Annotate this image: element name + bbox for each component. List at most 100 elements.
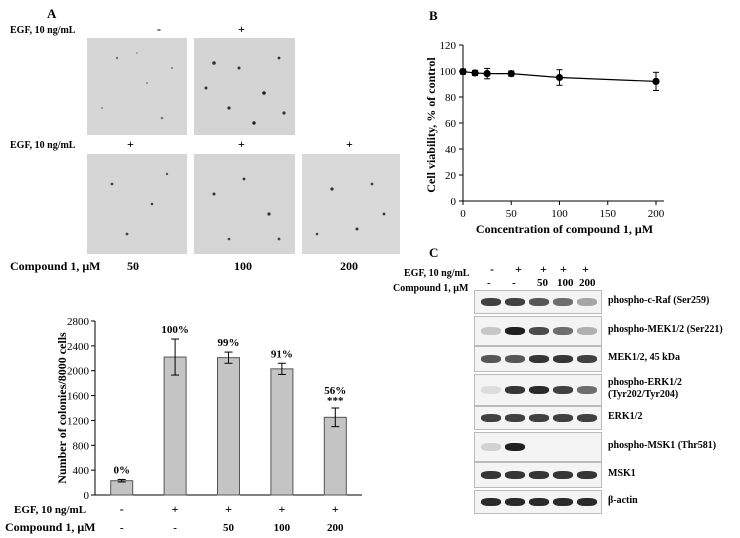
egf-sign: + bbox=[225, 502, 232, 516]
micrograph-compound-200 bbox=[302, 154, 400, 254]
wb-compound-value: 50 bbox=[537, 277, 548, 289]
blot-band bbox=[529, 327, 549, 335]
wb-row-label: β-actin bbox=[608, 495, 638, 506]
line-chart: 0 20 40 60 80 100 120 0 50 100 150 200 Cell viabilit… bbox=[424, 40, 665, 236]
blot-band bbox=[577, 414, 597, 422]
bar bbox=[323, 416, 347, 496]
egf-label-row2: EGF, 10 ng/mL bbox=[10, 140, 76, 151]
blot-strip bbox=[474, 462, 602, 488]
y-tick-label: 2800 bbox=[67, 316, 90, 328]
blot-band bbox=[529, 471, 549, 479]
micrograph-texture bbox=[302, 154, 400, 254]
blot-band bbox=[481, 355, 501, 363]
micrograph-compound-50 bbox=[87, 154, 187, 254]
blot-band bbox=[505, 443, 525, 451]
percent-label: 99% bbox=[218, 337, 240, 349]
micrograph-texture bbox=[194, 38, 295, 135]
blot-band bbox=[481, 471, 501, 479]
blot-band bbox=[481, 327, 501, 335]
egf-sign-row2-1: + bbox=[127, 137, 134, 151]
y-axis-title: Cell viability, % of control bbox=[424, 57, 438, 193]
egf-sign: + bbox=[332, 502, 339, 516]
blot-band bbox=[481, 298, 501, 306]
data-point bbox=[652, 77, 660, 85]
wb-egf-label: EGF, 10 ng/mL bbox=[404, 268, 470, 279]
y-tick-label: 0 bbox=[451, 196, 457, 208]
egf-sign: + bbox=[172, 502, 179, 516]
data-point bbox=[555, 73, 564, 82]
y-tick-label: 40 bbox=[445, 144, 457, 156]
wb-row-label: ERK1/2 bbox=[608, 411, 643, 422]
blot-band bbox=[505, 327, 525, 335]
blot-band bbox=[553, 298, 573, 306]
blot-band bbox=[553, 498, 573, 506]
bar bbox=[163, 356, 187, 496]
compound-value-50: 50 bbox=[127, 259, 139, 273]
compound-label: Compound 1, μM bbox=[5, 520, 96, 534]
compound-label-micrographs: Compound 1, μM bbox=[10, 259, 101, 273]
x-tick-label: 0 bbox=[460, 208, 466, 220]
blot-band bbox=[577, 386, 597, 394]
wb-egf-sign: + bbox=[515, 262, 522, 276]
y-axis-title: Number of colonies/8000 cells bbox=[55, 332, 69, 484]
y-tick-label: 2000 bbox=[67, 366, 90, 378]
x-tick-label: 200 bbox=[648, 208, 665, 220]
egf-sign-row1-1: - bbox=[157, 22, 161, 36]
blot-band bbox=[577, 355, 597, 363]
y-tick-label: 80 bbox=[445, 92, 457, 104]
compound-value: 100 bbox=[274, 522, 291, 534]
blot-strip bbox=[474, 432, 602, 462]
wb-row-label: MEK1/2, 45 kDa bbox=[608, 352, 680, 363]
panel-label-c: C bbox=[429, 245, 439, 260]
wb-compound-value: - bbox=[487, 277, 491, 289]
egf-sign: + bbox=[278, 502, 285, 516]
wb-egf-sign: + bbox=[560, 262, 567, 276]
significance-label: *** bbox=[327, 395, 344, 407]
blot-band bbox=[505, 386, 525, 394]
bar-chart: 0 400 800 1200 1600 2000 2400 2800 Number of col… bbox=[5, 316, 362, 534]
blot-band bbox=[553, 327, 573, 335]
compound-value-200: 200 bbox=[340, 259, 358, 273]
y-tick-label: 800 bbox=[73, 440, 90, 452]
blot-band bbox=[481, 443, 501, 451]
blot-strip bbox=[474, 406, 602, 430]
micrograph-compound-100 bbox=[194, 154, 295, 254]
y-tick-label: 120 bbox=[440, 40, 457, 52]
blot-band bbox=[577, 498, 597, 506]
x-tick-label: 100 bbox=[551, 208, 568, 220]
y-tick-label: 20 bbox=[445, 170, 457, 182]
data-point bbox=[471, 69, 479, 77]
compound-value: 50 bbox=[223, 522, 235, 534]
blot-band bbox=[529, 355, 549, 363]
wb-row-label: phospho-ERK1/2 (Tyr202/Tyr204) bbox=[608, 377, 682, 400]
x-tick-label: 50 bbox=[506, 208, 518, 220]
bar bbox=[217, 357, 240, 496]
y-tick-label: 400 bbox=[73, 465, 90, 477]
blot-band bbox=[505, 498, 525, 506]
compound-value: 200 bbox=[327, 522, 344, 534]
percent-label: 91% bbox=[271, 348, 293, 360]
blot-band bbox=[553, 355, 573, 363]
egf-sign-row1-2: + bbox=[238, 22, 245, 36]
blot-band bbox=[481, 386, 501, 394]
egf-sign-row2-2: + bbox=[238, 137, 245, 151]
wb-row-label-line2: (Tyr202/Tyr204) bbox=[608, 389, 679, 400]
data-point bbox=[483, 70, 491, 78]
percent-label: 0% bbox=[113, 464, 130, 476]
blot-band bbox=[529, 498, 549, 506]
blot-band bbox=[505, 471, 525, 479]
compound-value-100: 100 bbox=[234, 259, 252, 273]
blot-band bbox=[505, 355, 525, 363]
blot-band bbox=[553, 386, 573, 394]
x-tick-label: 150 bbox=[600, 208, 617, 220]
micrograph-control bbox=[87, 38, 187, 135]
blot-band bbox=[553, 471, 573, 479]
y-tick-label: 100 bbox=[440, 66, 457, 78]
compound-value: - bbox=[120, 522, 124, 534]
blot-band bbox=[505, 414, 525, 422]
data-point bbox=[459, 68, 467, 76]
wb-compound-label: Compound 1, μM bbox=[393, 283, 469, 294]
blot-strip bbox=[474, 490, 602, 514]
wb-compound-value: 100 bbox=[557, 277, 574, 289]
wb-row-label: MSK1 bbox=[608, 468, 636, 479]
